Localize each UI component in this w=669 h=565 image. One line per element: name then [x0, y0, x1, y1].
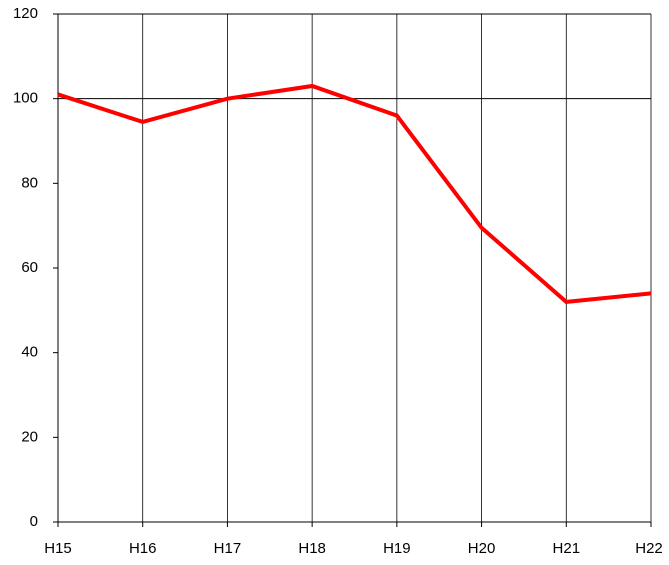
y-tick-label: 100	[13, 90, 38, 107]
x-tick-label: H21	[553, 540, 581, 557]
y-tick-label: 80	[21, 174, 38, 191]
line-series	[57, 83, 652, 304]
y-tick-label: 60	[21, 259, 38, 276]
y-tick-label: 40	[21, 344, 38, 361]
x-tick-label: H18	[298, 540, 326, 557]
x-tick-label: H22	[635, 540, 663, 557]
x-tick-label: H15	[44, 540, 72, 557]
y-tick-label: 0	[30, 513, 38, 530]
x-tick-label: H19	[383, 540, 411, 557]
x-tick-label: H17	[214, 540, 242, 557]
y-tick-label: 120	[13, 5, 38, 22]
y-tick-label: 20	[21, 428, 38, 445]
x-tick-label: H16	[129, 540, 157, 557]
x-tick-label: H20	[468, 540, 496, 557]
